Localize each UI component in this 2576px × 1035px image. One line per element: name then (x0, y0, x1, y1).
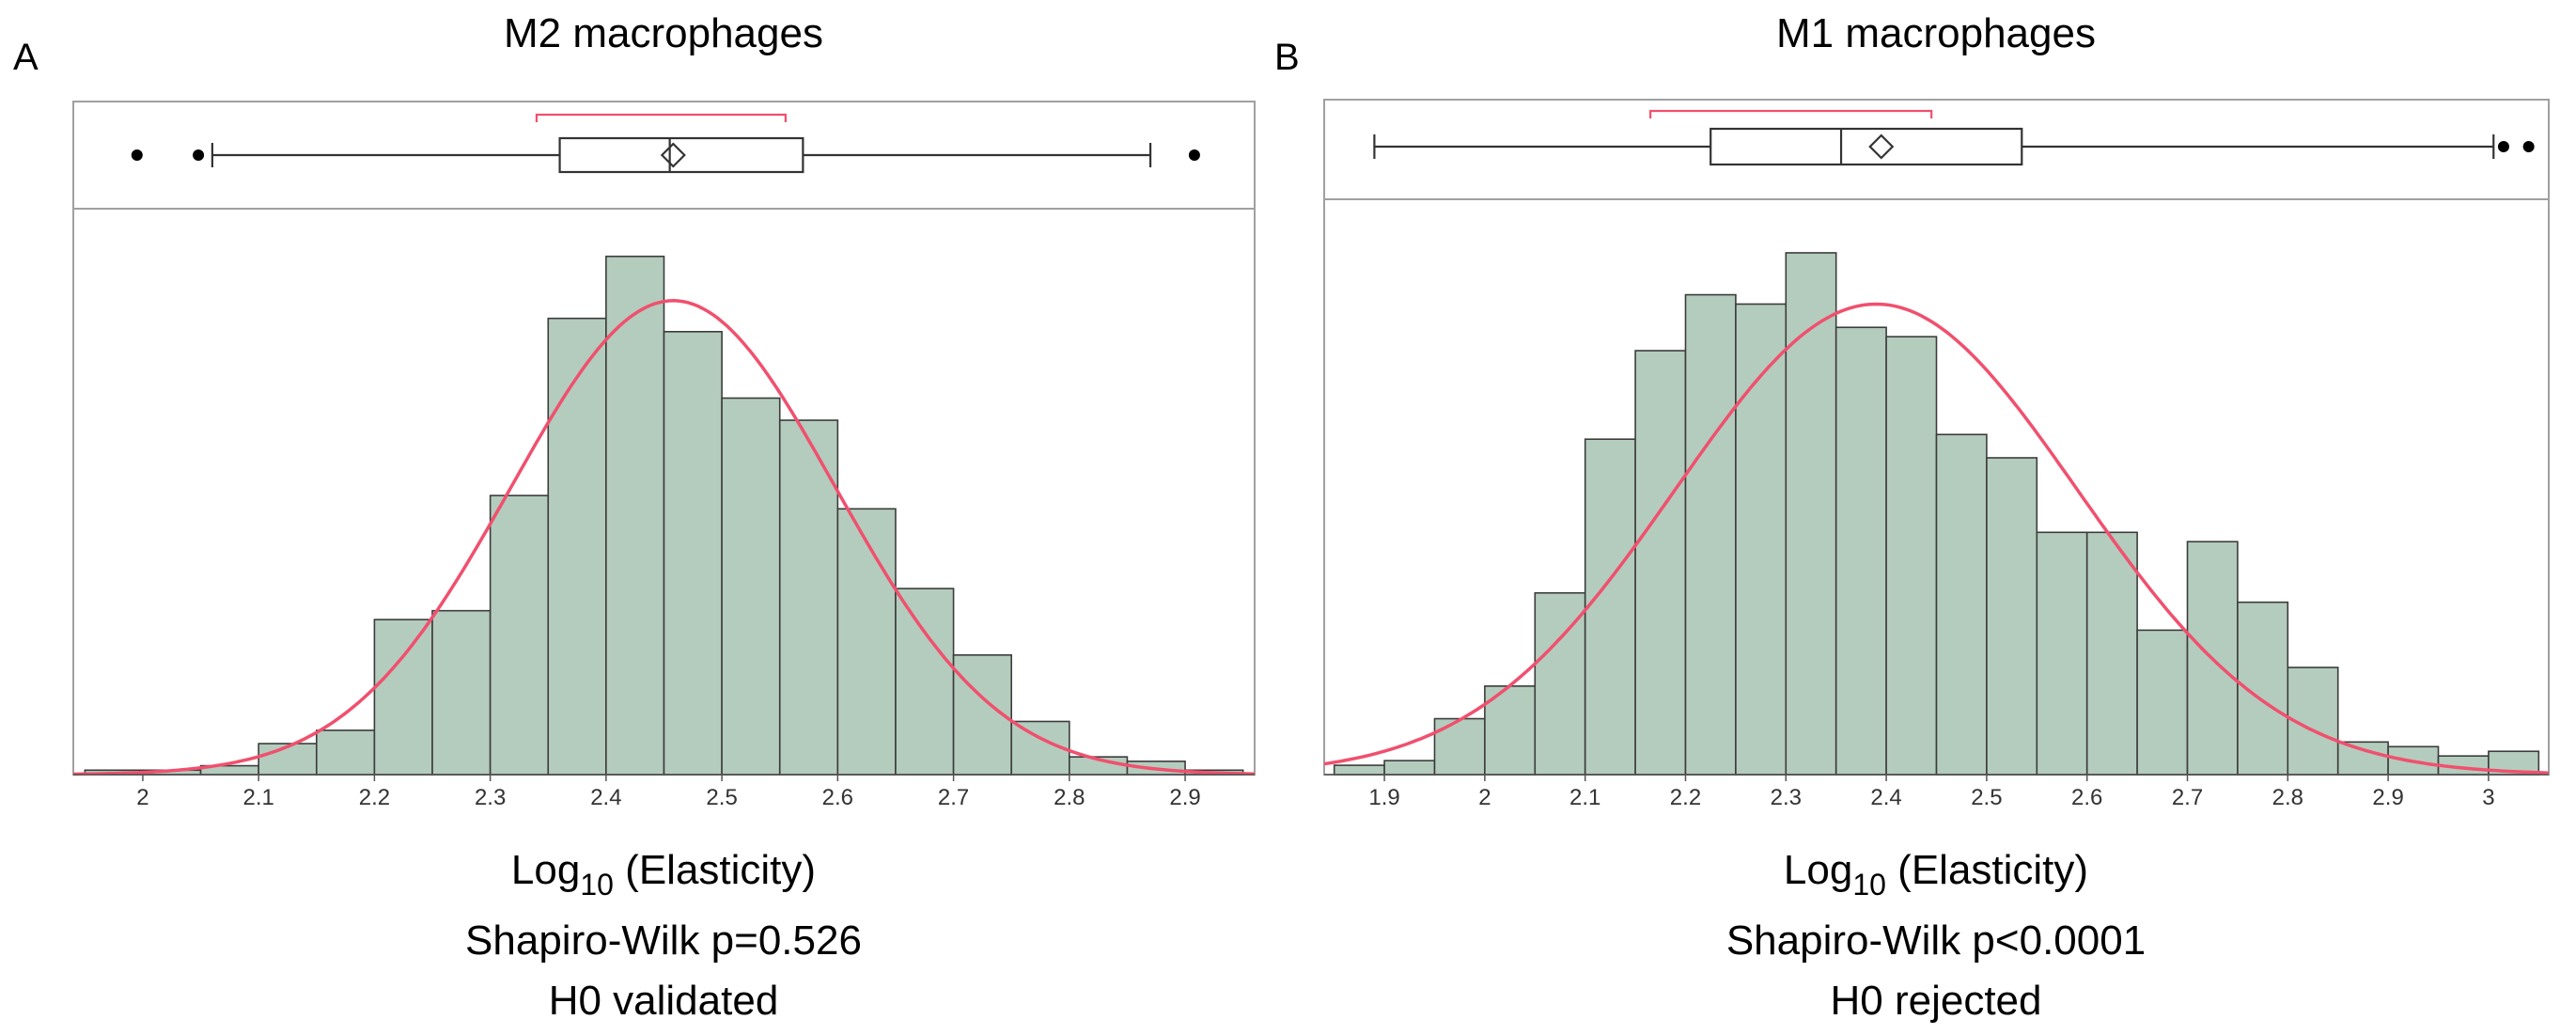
mean-diamond (1868, 133, 1895, 160)
histogram-bar (895, 588, 955, 776)
x-axis-label: Log10 (Elasticity) (1784, 847, 2088, 902)
panel-label: B (1274, 37, 1300, 78)
histogram-bar (1383, 760, 1436, 776)
x-tick-label: 2.2 (1670, 785, 1701, 810)
histogram-bar (1433, 717, 1486, 776)
x-axis-label-rest: (Elasticity) (1886, 847, 2088, 893)
x-axis-label-subscript: 10 (1852, 868, 1886, 902)
normal-fit-curve (1323, 302, 2550, 775)
outlier-point (193, 149, 205, 161)
panel-a: A M2 macrophages 2 2.1 2.2 2.3 2.4 2.5 2.6 2.7 2… (13, 10, 1256, 1024)
x-tick-label: 2.9 (2372, 785, 2403, 810)
x-tick-label: 2.4 (590, 785, 621, 810)
x-axis-label-subscript: 10 (580, 868, 614, 902)
histogram-bar (2136, 629, 2189, 776)
shapiro-wilk-result: Shapiro-Wilk p=0.526 (465, 917, 862, 964)
interquartile-box (1710, 127, 2023, 166)
histogram-bar (721, 397, 781, 776)
x-tick-label: 2 (136, 785, 148, 810)
x-tick-label: 2.1 (242, 785, 273, 810)
x-tick-label: 2.7 (2172, 785, 2203, 810)
x-axis-label-base: Log (511, 847, 580, 893)
histogram-bar (1885, 336, 1938, 776)
x-tick-label: 3 (2482, 785, 2494, 810)
x-axis-label-rest: (Elasticity) (614, 847, 816, 893)
x-tick-label: 2.1 (1569, 785, 1600, 810)
hypothesis-conclusion: H0 validated (549, 978, 779, 1024)
x-axis-label-base: Log (1784, 847, 1852, 893)
histogram-bar (1785, 252, 1837, 776)
outlier-point (1188, 149, 1200, 161)
x-axis-label: Log10 (Elasticity) (511, 847, 816, 902)
histogram-bar (1333, 764, 1385, 776)
x-tick-label: 2.8 (2272, 785, 2303, 810)
panel-label: A (13, 37, 39, 78)
shapiro-wilk-result: Shapiro-Wilk p<0.0001 (1726, 917, 2146, 964)
histogram-bar (836, 508, 897, 776)
histogram-bar (1534, 591, 1586, 776)
x-tick-label: 2.4 (1870, 785, 1901, 810)
x-tick-label: 1.9 (1368, 785, 1399, 810)
histogram-bar (1986, 457, 2038, 776)
interquartile-box (558, 136, 804, 174)
shortest-half-bracket (535, 113, 787, 122)
x-tick-label: 2.3 (1771, 785, 1802, 810)
histogram-bar (373, 619, 433, 776)
histogram-bar (1634, 350, 1687, 776)
x-tick-label: 2 (1478, 785, 1491, 810)
histogram-bars (84, 255, 1244, 776)
histogram-bar (2336, 741, 2389, 776)
panel-title: M2 macrophages (504, 10, 823, 56)
histogram-bar (489, 494, 550, 776)
x-tick-label: 2.3 (475, 785, 506, 810)
x-tick-label: 2.6 (822, 785, 853, 810)
boxplot (131, 113, 1200, 174)
x-axis-ticks: 1.9 2 2.1 2.2 2.3 2.4 2.5 2.6 2.7 2.8 2.9 3 (1368, 775, 2495, 810)
normal-fit-curve (72, 299, 1256, 776)
x-tick-label: 2.5 (706, 785, 737, 810)
x-tick-label: 2.5 (1971, 785, 2002, 810)
outlier-point (131, 149, 143, 161)
x-tick-label: 2.7 (938, 785, 969, 810)
x-tick-label: 2.6 (2071, 785, 2102, 810)
panel-b: B M1 macrophages 1.9 2 2.1 2.2 2.3 2.4 2.5 2.6 2… (1274, 10, 2550, 1024)
histogram-bar (663, 331, 723, 776)
x-tick-label: 2.8 (1054, 785, 1085, 810)
histogram-bar (431, 609, 492, 776)
x-tick-label: 2.2 (359, 785, 390, 810)
boxplot (1373, 109, 2535, 166)
histogram-bar (547, 317, 607, 776)
shortest-half-bracket (1649, 109, 1933, 118)
outlier-point (2522, 141, 2535, 152)
panel-title: M1 macrophages (1776, 10, 2096, 56)
x-axis-ticks: 2 2.1 2.2 2.3 2.4 2.5 2.6 2.7 2.8 2.9 (136, 775, 1201, 810)
histogram-bar (315, 729, 376, 776)
outlier-point (2497, 141, 2509, 152)
histogram-bar (1584, 438, 1636, 776)
histogram-bars (1333, 252, 2540, 776)
histogram-bar (605, 255, 665, 776)
histogram-bar (1834, 326, 1887, 776)
mean-diamond (660, 142, 686, 168)
histogram-bar (2287, 666, 2339, 776)
histogram-bar (1684, 293, 1737, 776)
histogram-bar (1935, 433, 1988, 776)
histogram-bar (2085, 531, 2138, 776)
histogram-bar (2036, 531, 2088, 776)
x-tick-label: 2.9 (1169, 785, 1200, 810)
hypothesis-conclusion: H0 rejected (1830, 978, 2041, 1024)
